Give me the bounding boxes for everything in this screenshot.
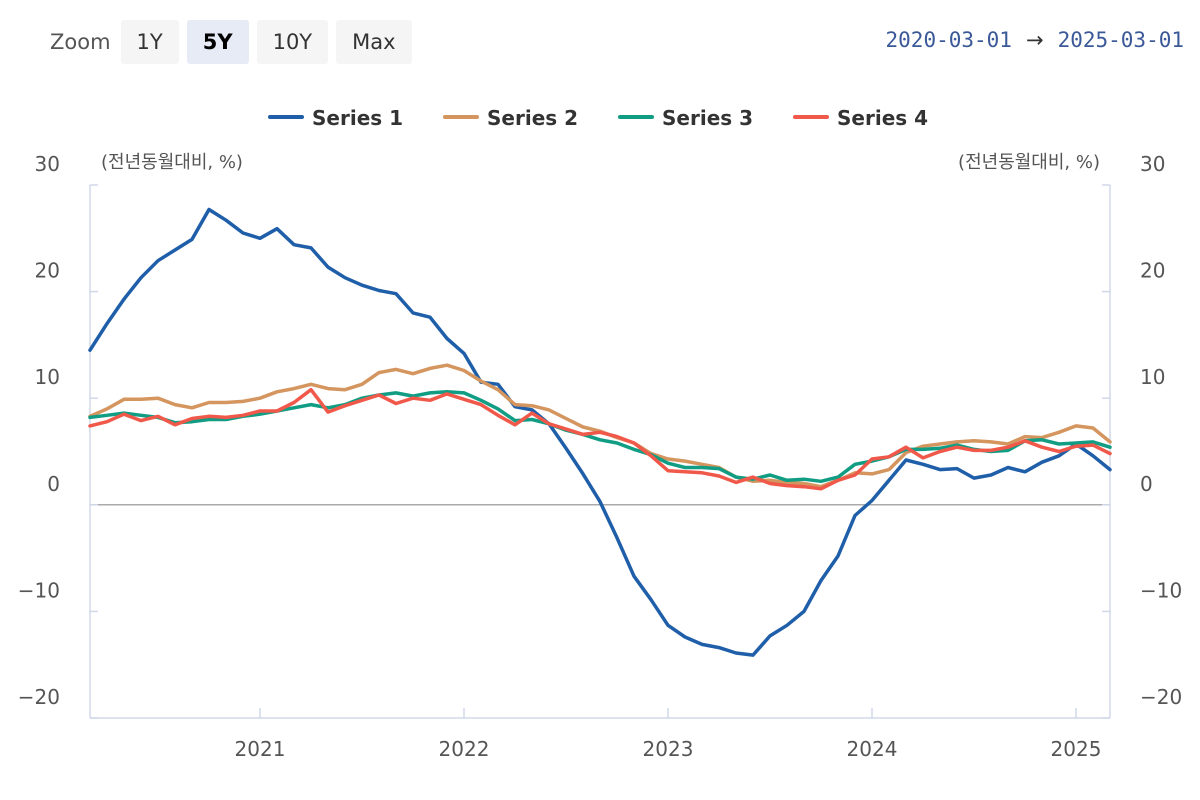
zoom-label: Zoom	[50, 30, 111, 54]
x-tick-label: 2025	[1051, 737, 1102, 761]
range-arrow-icon: →	[1025, 28, 1044, 52]
chart-legend: Series 1 Series 2 Series 3 Series 4	[268, 106, 928, 130]
series-line-3[interactable]	[88, 390, 1112, 484]
left-tick-label: −20	[18, 685, 60, 709]
legend-item-series-3[interactable]: Series 3	[618, 106, 753, 130]
x-tick-label: 2024	[847, 737, 898, 761]
legend-label: Series 2	[487, 106, 578, 130]
range-end-date[interactable]: 2025-03-01	[1057, 28, 1184, 52]
zoom-5y-button[interactable]: 5Y	[186, 20, 249, 64]
x-tick-label: 2022	[439, 737, 490, 761]
zoom-bar: Zoom 1Y 5Y 10Y Max	[50, 20, 420, 64]
chart-series-lines	[88, 207, 1112, 657]
zoom-10y-button[interactable]: 10Y	[256, 20, 329, 64]
zoom-max-button[interactable]: Max	[336, 20, 412, 64]
zoom-1y-button[interactable]: 1Y	[120, 20, 179, 64]
series-line-4[interactable]	[88, 387, 1112, 491]
left-tick-label: 20	[35, 259, 60, 283]
legend-label: Series 3	[662, 106, 753, 130]
legend-item-series-2[interactable]: Series 2	[443, 106, 578, 130]
right-tick-label: 30	[1140, 152, 1165, 176]
date-range: 2020-03-01 → 2025-03-01	[886, 28, 1184, 52]
right-tick-label: −20	[1140, 685, 1182, 709]
left-tick-label: 0	[47, 472, 60, 496]
right-tick-label: 20	[1140, 259, 1165, 283]
x-tick-label: 2021	[235, 737, 286, 761]
right-tick-label: −10	[1140, 578, 1182, 602]
left-tick-label: −10	[18, 578, 60, 602]
range-start-date[interactable]: 2020-03-01	[885, 28, 1012, 52]
left-tick-label: 30	[35, 152, 60, 176]
chart-axes: 30 30 20 20 10 10 0 0 −10 −10 −20 −20 2021 2022 2023 20…	[18, 152, 1182, 761]
right-tick-label: 10	[1140, 365, 1165, 389]
x-tick-label: 2023	[643, 737, 694, 761]
legend-label: Series 4	[837, 106, 928, 130]
right-axis-unit: (전년동월대비, %)	[958, 152, 1100, 173]
series-line-1[interactable]	[88, 207, 1112, 657]
left-axis-unit: (전년동월대비, %)	[101, 152, 243, 173]
legend-item-series-4[interactable]: Series 4	[793, 106, 928, 130]
left-tick-label: 10	[35, 365, 60, 389]
legend-label: Series 1	[312, 106, 403, 130]
right-tick-label: 0	[1140, 472, 1153, 496]
legend-item-series-1[interactable]: Series 1	[268, 106, 403, 130]
